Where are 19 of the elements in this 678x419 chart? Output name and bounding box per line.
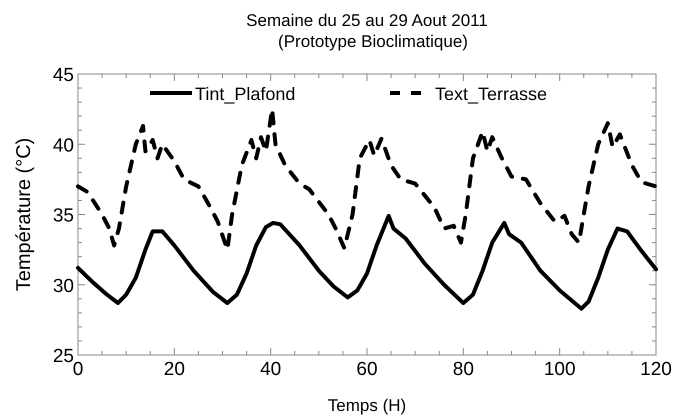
x-tick-label: 120: [640, 359, 672, 380]
x-tick-label: 60: [356, 359, 378, 380]
chart-subtitle: (Prototype Bioclimatique): [278, 32, 468, 51]
y-tick-label: 30: [52, 276, 74, 297]
x-axis-title: Temps (H): [328, 396, 406, 415]
legend-label: Tint_Plafond: [195, 84, 296, 104]
x-tick-label: 100: [544, 359, 576, 380]
x-tick-label: 80: [452, 359, 474, 380]
y-axis-title: Température (°C): [13, 138, 35, 292]
chart-title: Semaine du 25 au 29 Aout 2011: [246, 11, 488, 30]
y-tick-label: 40: [52, 135, 74, 156]
line-series: [76, 214, 658, 311]
x-tick-label: 0: [72, 359, 84, 380]
y-tick-label: 35: [52, 206, 74, 226]
legend-label: Text_Terrasse: [435, 84, 548, 104]
y-tick-label: 25: [52, 346, 74, 367]
y-tick-label: 45: [52, 65, 74, 86]
x-tick-label: 40: [260, 359, 282, 380]
x-tick-label: 20: [164, 359, 185, 380]
